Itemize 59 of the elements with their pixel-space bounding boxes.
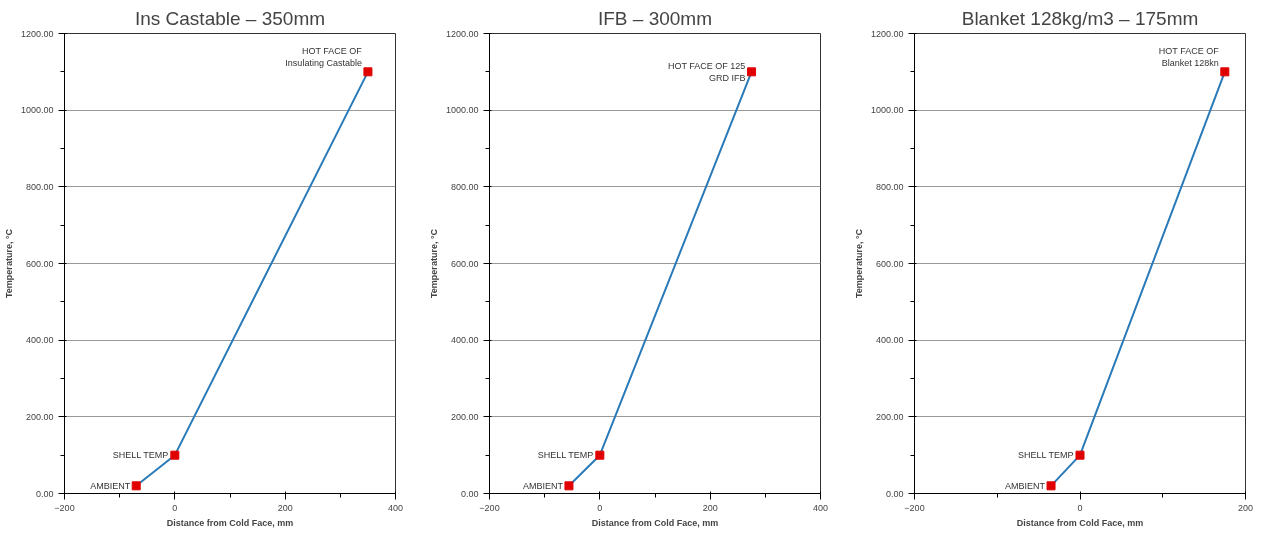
annotation: SHELL TEMP xyxy=(112,450,169,461)
y-tick-label: 0.00 xyxy=(460,488,479,499)
point xyxy=(170,450,180,460)
annotation: AMBIENT xyxy=(90,480,131,491)
x-tick-label: 0 xyxy=(1077,502,1083,513)
y-tick-label: 1000.00 xyxy=(20,105,54,116)
x-tick-label: 200 xyxy=(1237,502,1254,513)
y-axis-title: Temperature, °C xyxy=(3,228,14,298)
point xyxy=(1075,450,1085,460)
x-axis-title: Distance from Cold Face, mm xyxy=(591,517,719,528)
annotation: HOT FACE OF 125 GRD IFB xyxy=(668,60,746,83)
point xyxy=(595,450,605,460)
point xyxy=(1220,67,1230,77)
x-tick-label: 400 xyxy=(387,502,404,513)
annotation: HOT FACE OF Blanket 128kn xyxy=(1158,45,1220,68)
y-tick-label: 400.00 xyxy=(25,335,54,346)
x-tick-label: 200 xyxy=(277,502,293,513)
y-tick-label: 400.00 xyxy=(450,335,479,346)
y-axis-title: Temperature, °C xyxy=(853,228,864,298)
x-axis-title: Distance from Cold Face, mm xyxy=(1016,517,1144,528)
annotation: AMBIENT xyxy=(522,480,564,491)
y-tick-label: 200.00 xyxy=(450,411,479,422)
x-tick-label: −200 xyxy=(54,502,75,513)
x-tick-label: 400 xyxy=(812,502,829,513)
x-tick-label: 0 xyxy=(597,502,603,513)
annotation: HOT FACE OF Insulating Castable xyxy=(285,45,363,68)
y-tick-label: 1200.00 xyxy=(870,28,904,39)
y-axis-title: Temperature, °C xyxy=(428,228,439,298)
annotation: SHELL TEMP xyxy=(537,450,594,461)
x-axis-title: Distance from Cold Face, mm xyxy=(166,517,294,528)
y-tick-label: 400.00 xyxy=(875,335,904,346)
point xyxy=(747,67,757,77)
x-tick-label: 200 xyxy=(702,502,718,513)
x-tick-label: −200 xyxy=(904,502,925,513)
chart-title: Blanket 128kg/m3 – 175mm xyxy=(961,7,1199,29)
y-tick-label: 1000.00 xyxy=(445,105,479,116)
y-tick-label: 800.00 xyxy=(450,181,479,192)
chart-title: IFB – 300mm xyxy=(597,7,713,29)
y-tick-label: 200.00 xyxy=(25,411,54,422)
y-tick-label: 600.00 xyxy=(875,258,904,269)
y-tick-label: 600.00 xyxy=(450,258,479,269)
y-tick-label: 1000.00 xyxy=(870,105,904,116)
y-tick-label: 0.00 xyxy=(35,488,54,499)
y-tick-label: 1200.00 xyxy=(445,28,479,39)
y-tick-label: 800.00 xyxy=(875,181,904,192)
point xyxy=(564,481,574,491)
y-tick-label: 600.00 xyxy=(25,258,54,269)
annotation: AMBIENT xyxy=(1005,480,1046,491)
point xyxy=(131,481,141,491)
x-tick-label: −200 xyxy=(479,502,500,513)
chart-title: Ins Castable – 350mm xyxy=(134,7,326,29)
point xyxy=(1046,481,1056,491)
y-tick-label: 200.00 xyxy=(875,411,904,422)
y-tick-label: 800.00 xyxy=(25,181,54,192)
x-tick-label: 0 xyxy=(172,502,178,513)
y-tick-label: 1200.00 xyxy=(20,28,54,39)
y-tick-label: 0.00 xyxy=(885,488,904,499)
annotation: SHELL TEMP xyxy=(1017,450,1074,461)
point xyxy=(363,67,373,77)
